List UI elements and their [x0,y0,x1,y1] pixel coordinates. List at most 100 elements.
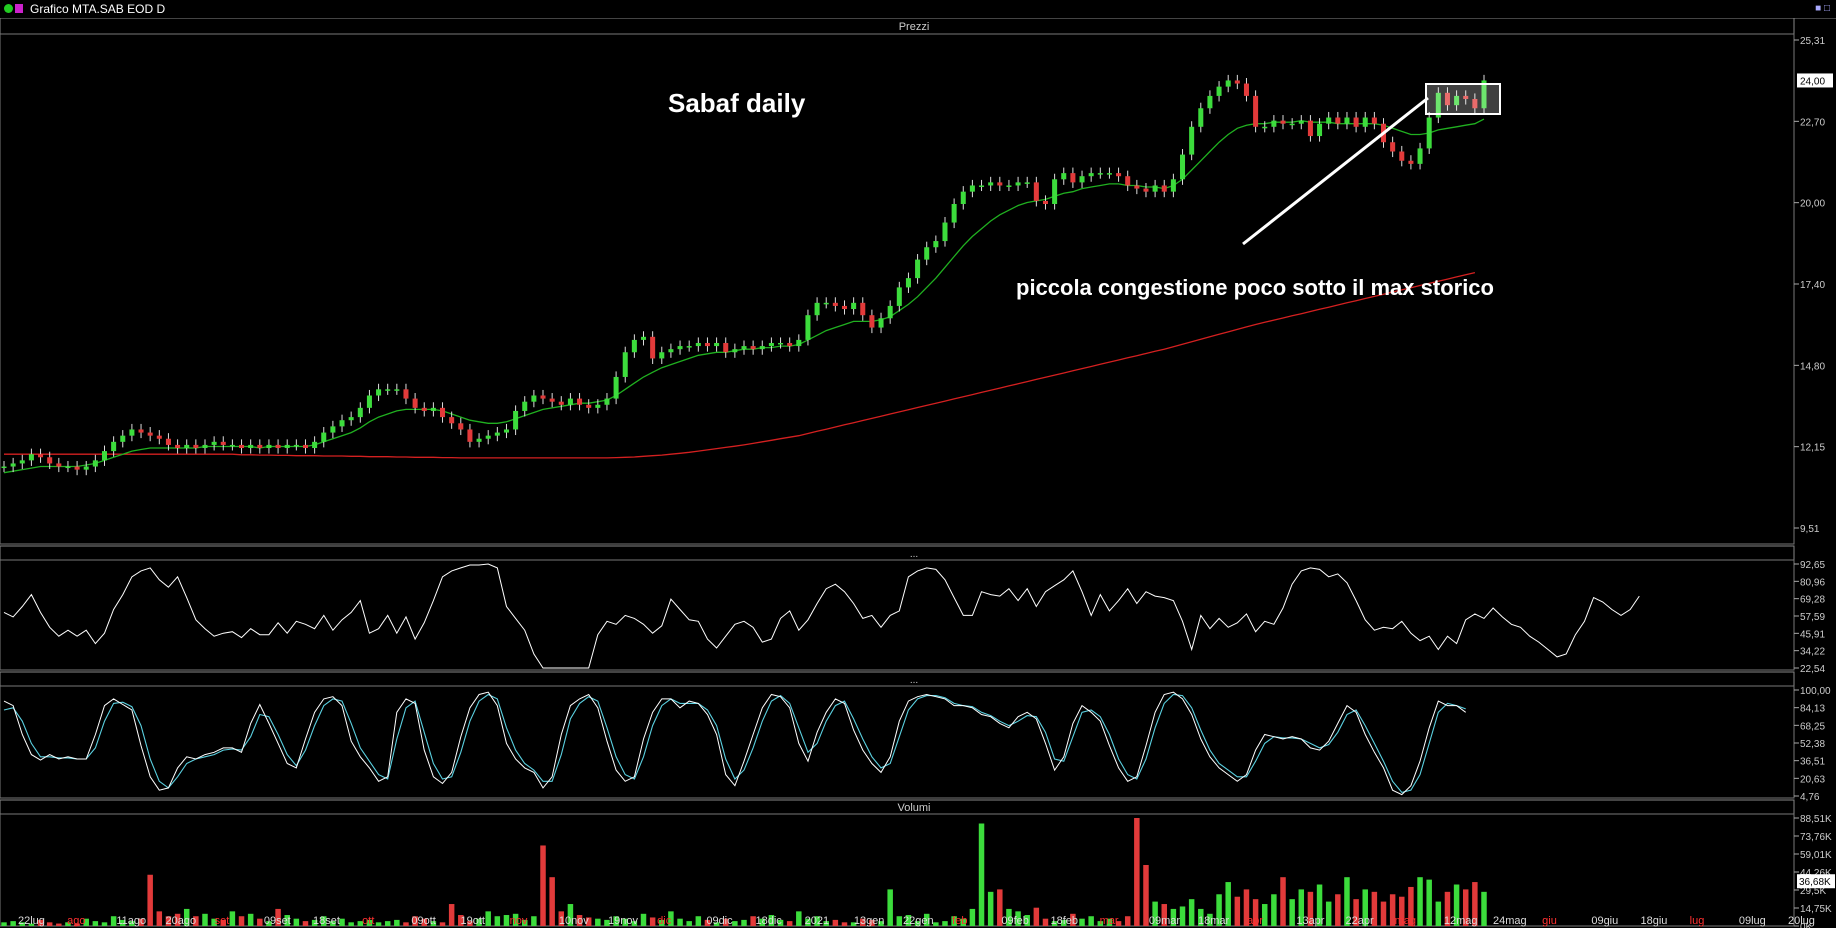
volume-bar [1216,894,1222,926]
volume-bar [1316,884,1323,926]
candle-body [467,429,473,442]
candle-body [1262,126,1268,129]
volume-bar [951,916,957,926]
candle-body [449,417,455,424]
volume-bar [796,911,802,926]
volume-bar [759,918,766,926]
rsi-y-tick-label: 57,59 [1800,612,1825,623]
candle-body [1344,117,1350,124]
candle-body [165,438,171,445]
candle-body [19,460,25,464]
volume-bar [1179,906,1186,926]
current-price-label: 24,00 [1800,76,1825,87]
volume-bar [257,918,263,926]
candle-body [1243,83,1249,96]
candle-body [915,259,921,279]
volume-bar [1481,891,1487,926]
candle-body [65,466,71,469]
volume-y-tick-label: 59,01K [1800,850,1832,861]
volume-bar [1389,894,1396,926]
candle-body [1435,92,1441,118]
ma-slow-line [4,271,1476,459]
candle-body [832,302,838,306]
x-tick-label: 09mar [1149,915,1181,927]
candle-body [111,441,117,452]
candle-body [1143,188,1149,192]
x-tick-label: giu [1542,915,1557,927]
candle-body [1271,120,1277,127]
candle-body [1307,120,1313,137]
x-tick-label: 18set [313,915,340,927]
candle-body [1326,117,1332,124]
volume-bar [1462,889,1469,926]
volume-bar [339,918,345,926]
title-bar: Grafico MTA.SAB EOD D ■ □ [0,0,1836,19]
volume-bar [1353,899,1359,926]
stoch-y-tick-label: 36,51 [1800,757,1825,768]
rsi-y-tick-label: 80,96 [1800,577,1825,588]
candle-body [741,346,747,350]
volume-bar [74,923,80,926]
chart-note-annotation: piccola congestione poco sotto il max st… [1016,275,1494,300]
candle-body [1189,126,1195,155]
current-volume-label: 36,68K [1799,877,1831,888]
candle-body [1106,173,1112,175]
candle-body [905,278,911,288]
candle-body [750,346,756,350]
volume-bar [120,919,126,926]
volume-bar [1124,916,1131,926]
candle-body [540,395,546,399]
candle-body [704,342,710,347]
volume-bar [1033,907,1040,926]
candle-body [622,352,628,377]
x-tick-label: lug [1690,915,1705,927]
window-controls[interactable]: ■ □ [1815,3,1830,14]
volume-bar [174,913,181,926]
x-tick-label: mar [1100,915,1119,927]
volume-bar [1243,889,1250,926]
congestion-box-annotation [1425,83,1501,115]
stoch-panel: ... [0,671,1795,799]
volume-bar [1453,884,1460,926]
volume-bar [1152,901,1158,926]
price-panel: Prezzi [0,18,1795,545]
volume-bar [1134,818,1140,926]
volume-bar [1006,908,1012,926]
x-tick-label: 13gen [854,915,885,927]
volume-bar [430,921,437,926]
volume-bar [659,919,665,926]
candle-body [659,352,665,359]
volume-bar [1115,921,1122,926]
candle-body [503,429,509,433]
current-price-box [1797,73,1833,88]
candle-body [1417,148,1423,164]
candle-body [156,435,162,439]
candle-body [1134,185,1140,189]
candle-body [1353,117,1359,127]
current-volume-box [1797,874,1835,889]
volume-bar [1371,891,1378,926]
volume-bar [1435,901,1442,926]
volume-y-tick-label: 29,5K [1800,886,1826,897]
volume-bar [147,874,153,926]
volume-bar [1380,901,1387,926]
candle-body [1216,86,1222,96]
volume-bar [37,919,44,926]
volume-bar [1,922,7,926]
candle-body [558,401,564,405]
x-tick-label: 20lug [1788,915,1815,927]
volume-bar [485,911,491,926]
volume-bar [786,921,793,926]
x-tick-label: feb [952,915,967,927]
window-menu-icon[interactable] [15,4,23,13]
volume-bar [987,891,994,926]
volume-bar [1061,919,1067,926]
candle-body [394,389,400,391]
volume-bar [494,916,501,926]
rsi-marks [3,563,1640,669]
candle-body [814,302,820,316]
stoch-y-tick-label: 4,76 [1800,792,1820,803]
price-marks [1,74,1487,476]
volume-bar [512,913,519,926]
volume-bar [622,918,628,926]
